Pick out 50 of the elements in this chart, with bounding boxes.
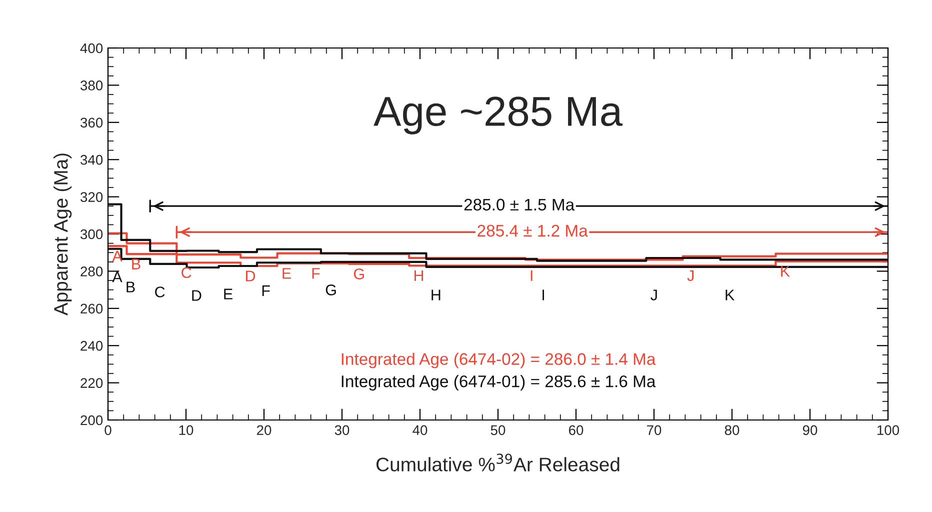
data-label: C	[182, 267, 192, 278]
x-tick-label: 80	[724, 425, 740, 436]
y-tick-label: 400	[80, 43, 103, 54]
data-label: I	[542, 290, 544, 300]
data-label: K	[781, 266, 790, 277]
data-label: D	[192, 290, 202, 301]
data-label: K	[726, 290, 734, 300]
x-tick-label: 100	[877, 425, 900, 436]
data-label: B	[132, 258, 140, 270]
data-label: G	[326, 284, 336, 296]
y-axis-title: Apparent Age (Ma)	[54, 154, 72, 316]
y-tick-label: 360	[80, 118, 103, 128]
data-label: E	[282, 268, 291, 279]
y-tick-label: 340	[80, 154, 103, 165]
data-label: E	[224, 288, 232, 300]
annotation: 285.0 ± 1.5 Ma	[464, 198, 575, 211]
annotation: Integrated Age (6474-01) = 285.6 ± 1.6 Ma	[342, 375, 656, 391]
annotation: Integrated Age (6474-02) = 286.0 ± 1.4 Ma	[342, 352, 656, 368]
y-tick-label: 200	[80, 415, 103, 426]
data-label: G	[354, 268, 364, 280]
data-label: J	[687, 270, 694, 282]
y-tick-label: 220	[80, 378, 103, 388]
x-tick-label: 10	[179, 425, 194, 436]
data-label: H	[414, 270, 424, 281]
x-tick-label: 50	[490, 425, 506, 436]
data-label: B	[126, 282, 135, 292]
x-tick-label: 20	[256, 425, 272, 436]
x-tick-label: 70	[646, 425, 662, 436]
data-label: J	[650, 290, 657, 300]
y-tick-label: 240	[80, 340, 103, 351]
x-tick-label: 0	[104, 425, 112, 436]
data-label: F	[262, 285, 270, 296]
y-tick-label: 300	[80, 229, 103, 240]
y-tick-label: 320	[80, 192, 103, 202]
x-tick-label: 60	[568, 425, 584, 436]
data-label: A	[112, 272, 122, 282]
data-label: C	[155, 286, 165, 298]
data-label: F	[312, 268, 320, 279]
y-tick-label: 260	[80, 304, 103, 314]
y-tick-label: 380	[80, 80, 103, 90]
data-label: H	[432, 290, 440, 300]
x-tick-label: 40	[412, 425, 428, 436]
x-axis-title: Cumulative %$^{39}$Ar Released	[376, 454, 620, 472]
data-label: D	[246, 270, 256, 282]
y-tick-label: 280	[80, 266, 103, 276]
text: Age ~285 Ma	[374, 96, 623, 134]
data-label: I	[530, 270, 532, 281]
annotation: 285.4 ± 1.2 Ma	[478, 224, 588, 237]
x-tick-label: 30	[334, 425, 350, 436]
x-tick-label: 90	[802, 425, 818, 436]
